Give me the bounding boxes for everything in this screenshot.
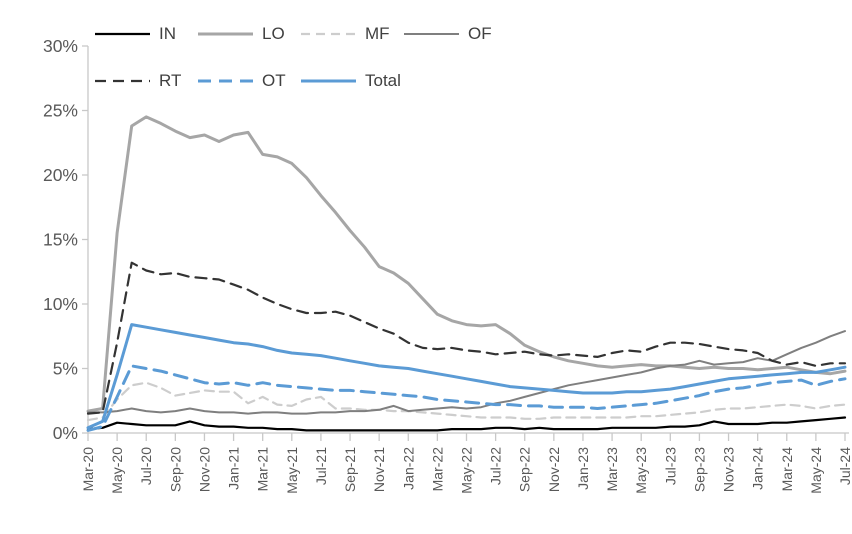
x-tick-label: Jul-23 [662, 447, 678, 485]
y-tick-label: 10% [43, 294, 78, 314]
x-tick-label: Sep-22 [517, 447, 533, 492]
x-tick-label: Sep-23 [691, 447, 707, 492]
x-tick-label: Jan-22 [400, 447, 416, 490]
y-tick-label: 15% [43, 230, 78, 250]
legend-item-IN: IN [95, 24, 198, 44]
legend-swatch-LO [198, 32, 253, 36]
legend: IN LO MF OF RT OT Total [95, 24, 507, 91]
x-tick-label: Nov-22 [546, 447, 562, 492]
x-tick-label: May-20 [109, 447, 125, 494]
x-tick-label: Nov-23 [721, 447, 737, 492]
series-line-Total [86, 323, 847, 430]
x-tick-label: Jul-20 [138, 447, 154, 485]
x-tick-label: May-21 [284, 447, 300, 494]
x-tick-label: Mar-20 [80, 447, 96, 492]
legend-label-MF: MF [365, 24, 390, 43]
legend-label-LO: LO [262, 24, 285, 43]
series-line-MF [86, 381, 847, 422]
series-line-IN [86, 416, 847, 432]
y-tick-label: 20% [43, 165, 78, 185]
x-tick-label: Mar-23 [604, 447, 620, 492]
legend-swatch-Total [301, 79, 356, 83]
legend-item-LO: LO [198, 24, 301, 44]
legend-label-OT: OT [262, 71, 286, 90]
legend-swatch-IN [95, 32, 150, 36]
legend-item-OF: OF [404, 24, 507, 44]
legend-label-IN: IN [159, 24, 176, 43]
x-tick-label: Jan-21 [226, 447, 242, 490]
y-tick-label: 0% [53, 423, 78, 443]
x-tick-label: Mar-24 [779, 447, 795, 492]
x-tick-label: Mar-21 [255, 447, 271, 492]
legend-swatch-MF [301, 32, 356, 36]
x-tick-label: Sep-20 [167, 447, 183, 492]
x-tick-label: Jan-23 [575, 447, 591, 490]
x-tick-label: May-24 [808, 447, 824, 494]
series-line-OT [86, 364, 847, 432]
legend-swatch-RT [95, 79, 150, 83]
legend-label-RT: RT [159, 71, 182, 90]
x-tick-label: Jul-21 [313, 447, 329, 485]
x-tick-label: Nov-20 [196, 447, 212, 492]
series-line-RT [86, 261, 847, 415]
legend-label-Total: Total [365, 71, 401, 90]
legend-item-Total: Total [301, 71, 404, 91]
legend-swatch-OF [404, 33, 459, 35]
series-line-OF [87, 330, 846, 415]
x-tick-label: Sep-21 [342, 447, 358, 492]
legend-label-OF: OF [468, 24, 492, 43]
series-line-LO [86, 115, 847, 413]
x-tick-label: Jan-24 [750, 447, 766, 490]
x-tick-label: Jul-24 [837, 447, 852, 485]
legend-item-RT: RT [95, 71, 198, 91]
x-tick-label: May-22 [459, 447, 475, 494]
y-tick-label: 5% [53, 359, 78, 379]
y-tick-label: 30% [43, 36, 78, 56]
x-tick-label: May-23 [633, 447, 649, 494]
x-tick-label: Mar-22 [429, 447, 445, 492]
x-tick-label: Nov-21 [371, 447, 387, 492]
legend-item-OT: OT [198, 71, 301, 91]
legend-swatch-OT [198, 79, 253, 83]
y-tick-label: 25% [43, 101, 78, 121]
legend-item-MF: MF [301, 24, 404, 44]
x-tick-label: Jul-22 [488, 447, 504, 485]
